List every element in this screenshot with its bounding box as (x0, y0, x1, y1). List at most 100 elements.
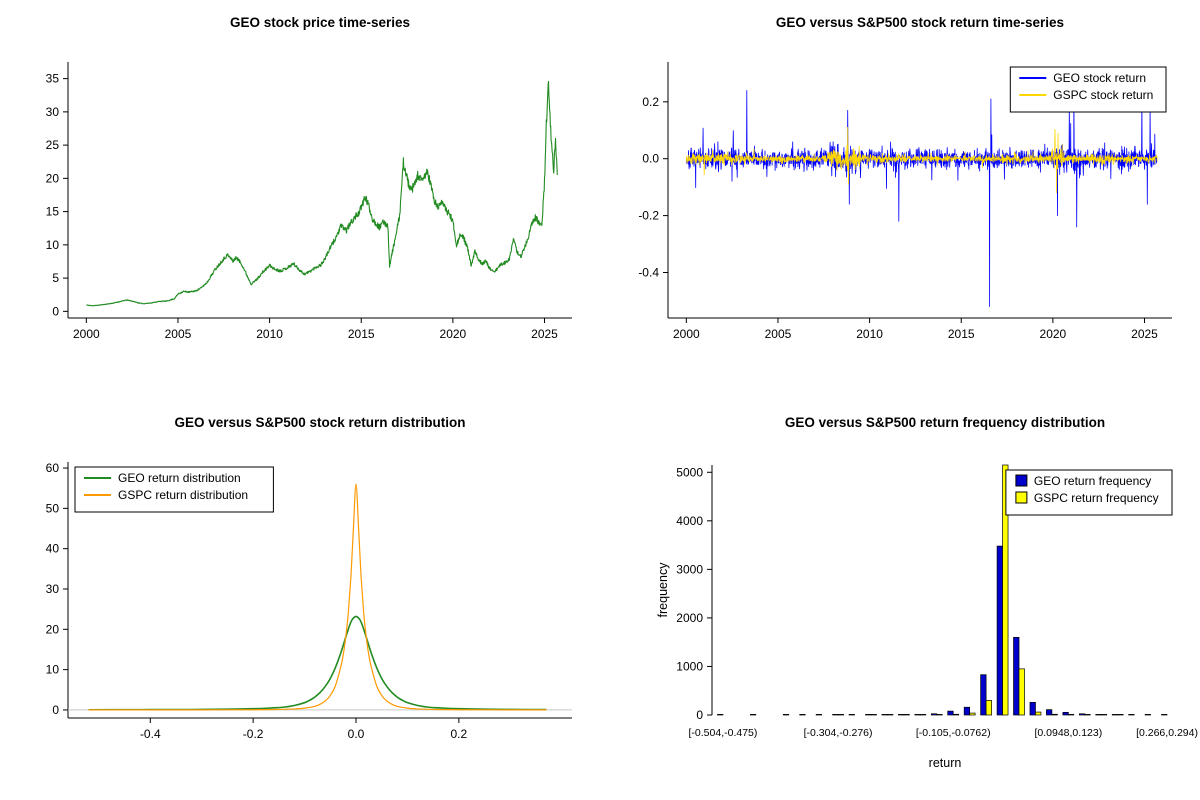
panel-geo-price: GEO stock price time-series 2000 2005 2010… (0, 0, 600, 400)
chart-title-histogram: GEO versus S&P500 return frequency distr… (784, 415, 1106, 430)
y-tick-label: 3000 (676, 562, 703, 576)
x-tick-label: 2025 (531, 327, 558, 341)
legend-label: GSPC stock return (1053, 88, 1153, 102)
legend-label: GEO stock return (1053, 71, 1146, 85)
bar-geo-bin18 (1013, 636, 1020, 716)
legend-swatch (1015, 474, 1028, 487)
x-tick-label: 2025 (1131, 327, 1158, 341)
x-tick-label: 0.2 (451, 727, 468, 741)
bar-gspc-bin7 (837, 714, 844, 716)
bar-geo-bin24 (1111, 714, 1119, 716)
chart-title-density: GEO versus S&P500 stock return distribut… (174, 415, 466, 430)
y-tick-label: 40 (46, 542, 60, 556)
histogram-bin-label: [-0.105,-0.0762) (916, 727, 991, 739)
legend-box (74, 466, 274, 513)
series-line-1 (88, 483, 547, 711)
bar-gspc-bin16 (985, 700, 992, 716)
y-tick-label: 0.2 (642, 95, 659, 109)
y-tick-label: 5000 (676, 465, 703, 479)
series-line-0 (685, 87, 1158, 308)
bar-gspc-bin22 (1084, 714, 1091, 716)
bar-gspc-bin20 (1051, 713, 1058, 716)
bar-gspc-bin18 (1018, 668, 1025, 716)
y-tick-label: 0.0 (642, 152, 659, 166)
y-tick-label: 4000 (676, 514, 703, 528)
bar-geo-bin14 (947, 710, 954, 716)
x-tick-label: 2005 (765, 327, 792, 341)
histogram-bin-label: [0.266,0.294) (1136, 727, 1198, 739)
chart-title-returns: GEO versus S&P500 stock return time-seri… (775, 15, 1065, 30)
histogram-bin-label: [-0.304,-0.276) (804, 727, 873, 739)
legend-label: GSPC return distribution (118, 488, 248, 502)
bar-gspc-bin17 (1002, 464, 1009, 716)
y-tick-label: 60 (46, 461, 60, 475)
histogram-chart-canvas: 0 1000 2000 3000 4000 5000 [-0.504,-0.475) [-0.… (656, 464, 1198, 770)
bar-gspc-bin21 (1068, 714, 1075, 716)
bar-gspc-bin10 (887, 714, 894, 716)
bar-geo-bin21 (1062, 711, 1069, 716)
x-tick-label: 2010 (256, 327, 283, 341)
density-chart-canvas: -0.4 -0.2 0.0 0.2 0 10 20 30 40 50 60 GEO return di… (46, 461, 572, 741)
y-tick-label: 35 (46, 72, 60, 86)
bar-geo-bin20 (1046, 709, 1053, 716)
y-tick-label: 30 (46, 582, 60, 596)
y-tick-label: 10 (46, 663, 60, 677)
bar-geo-bin2 (750, 714, 757, 716)
bar-geo-bin25 (1128, 714, 1135, 716)
bar-geo-bin19 (1029, 702, 1036, 716)
bar-geo-bin5 (799, 714, 806, 716)
x-tick-label: 2015 (948, 327, 975, 341)
legend-label: GSPC return frequency (1034, 491, 1159, 505)
y-tick-label: 50 (46, 501, 60, 515)
bar-geo-bin11 (898, 714, 905, 716)
panel-return-timeseries: GEO versus S&P500 stock return time-seri… (600, 0, 1200, 400)
bar-gspc-bin11 (903, 714, 910, 716)
x-tick-label: 0.0 (348, 727, 365, 741)
bar-geo-bin16 (980, 674, 987, 716)
y-tick-label: 0 (52, 703, 59, 717)
y-tick-label: -0.4 (638, 265, 659, 279)
bar-gspc-bin12 (919, 714, 927, 716)
legend-box (1009, 66, 1167, 113)
x-tick-label: 2015 (348, 327, 375, 341)
panel-return-distribution: GEO versus S&P500 stock return distribut… (0, 400, 600, 800)
bar-gspc-bin13 (936, 714, 943, 716)
y-tick-label: 20 (46, 171, 60, 185)
y-tick-label: 20 (46, 622, 60, 636)
legend-label: GEO return distribution (118, 471, 241, 485)
bar-gspc-bin14 (952, 713, 960, 716)
x-tick-label: -0.2 (243, 727, 264, 741)
chart-title-price: GEO stock price time-series (229, 15, 411, 30)
y-tick-label: 30 (46, 105, 60, 119)
bar-geo-bin12 (914, 714, 921, 716)
bar-geo-bin13 (930, 713, 938, 716)
bar-gspc-bin23 (1100, 714, 1108, 716)
legend-box (1005, 469, 1173, 516)
histogram-bin-label: [0.0948,0.123) (1034, 727, 1102, 739)
y-axis-label: frequency (656, 562, 670, 618)
bar-gspc-bin24 (1117, 714, 1124, 716)
legend-swatch (1015, 491, 1028, 504)
x-tick-label: 2000 (673, 327, 700, 341)
series-line-0 (86, 80, 558, 307)
bar-geo-bin6 (815, 714, 822, 716)
returns-chart-canvas: 2000 2005 2010 2015 2020 2025 -0.4 -0.2 0.0 0.2 GE… (638, 62, 1172, 341)
y-tick-label: 25 (46, 138, 60, 152)
x-tick-label: 2020 (1040, 327, 1067, 341)
x-tick-label: 2020 (440, 327, 467, 341)
y-tick-label: 15 (46, 205, 60, 219)
bar-geo-bin22 (1078, 713, 1086, 716)
y-tick-label: 0 (52, 304, 59, 318)
bar-geo-bin10 (881, 714, 888, 716)
y-tick-label: 5 (52, 271, 59, 285)
bar-geo-bin9 (865, 714, 872, 716)
x-tick-label: 2005 (165, 327, 192, 341)
y-tick-label: 10 (46, 238, 60, 252)
x-tick-label: -0.4 (140, 727, 161, 741)
bar-gspc-bin15 (969, 712, 976, 716)
bar-geo-bin15 (963, 706, 971, 716)
y-tick-label: 0 (696, 708, 703, 722)
bar-gspc-bin19 (1035, 711, 1042, 716)
